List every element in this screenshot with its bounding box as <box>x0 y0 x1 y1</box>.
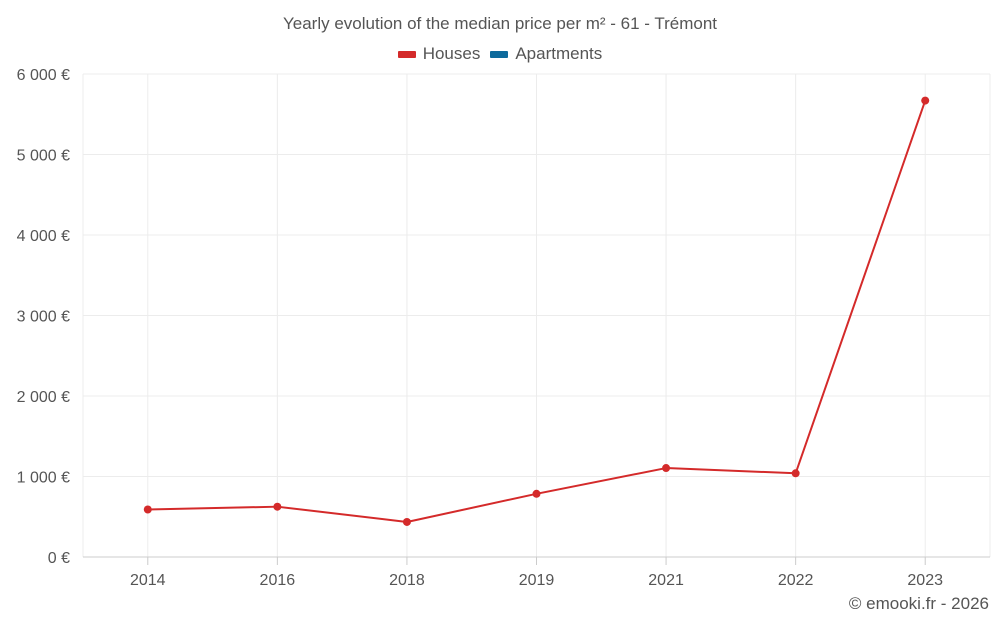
data-point-houses <box>402 517 411 526</box>
y-tick-label: 1 000 € <box>17 470 70 487</box>
x-tick-label: 2022 <box>778 572 814 589</box>
data-point-houses <box>921 96 930 105</box>
x-tick-label: 2021 <box>648 572 684 589</box>
data-point-houses <box>532 489 541 498</box>
data-point-houses <box>662 464 671 473</box>
y-tick-label: 4 000 € <box>17 228 70 245</box>
legend-swatch-houses <box>397 50 416 58</box>
y-tick-label: 5 000 € <box>17 148 70 165</box>
chart-title: Yearly evolution of the median price per… <box>282 14 718 33</box>
y-tick-label: 3 000 € <box>17 309 70 326</box>
data-point-houses <box>273 502 282 511</box>
data-point-houses <box>791 469 800 478</box>
credit-text: © emooki.fr - 2026 <box>848 594 989 613</box>
legend-swatch-apartments <box>490 50 509 58</box>
y-tick-label: 2 000 € <box>17 389 70 406</box>
legend-label-houses: Houses <box>422 44 481 63</box>
legend-item-apartments[interactable]: Apartments <box>490 44 602 64</box>
legend-item-houses[interactable]: Houses <box>397 44 481 64</box>
legend: Houses Apartments <box>0 44 1000 64</box>
y-tick-label: 0 € <box>48 550 70 567</box>
x-tick-label: 2019 <box>519 572 555 589</box>
data-point-houses <box>143 505 152 514</box>
x-tick-label: 2023 <box>907 572 943 589</box>
x-tick-label: 2016 <box>260 572 296 589</box>
x-tick-label: 2018 <box>389 572 425 589</box>
x-tick-label: 2014 <box>130 572 166 589</box>
y-tick-label: 6 000 € <box>17 67 70 84</box>
legend-label-apartments: Apartments <box>515 44 603 63</box>
